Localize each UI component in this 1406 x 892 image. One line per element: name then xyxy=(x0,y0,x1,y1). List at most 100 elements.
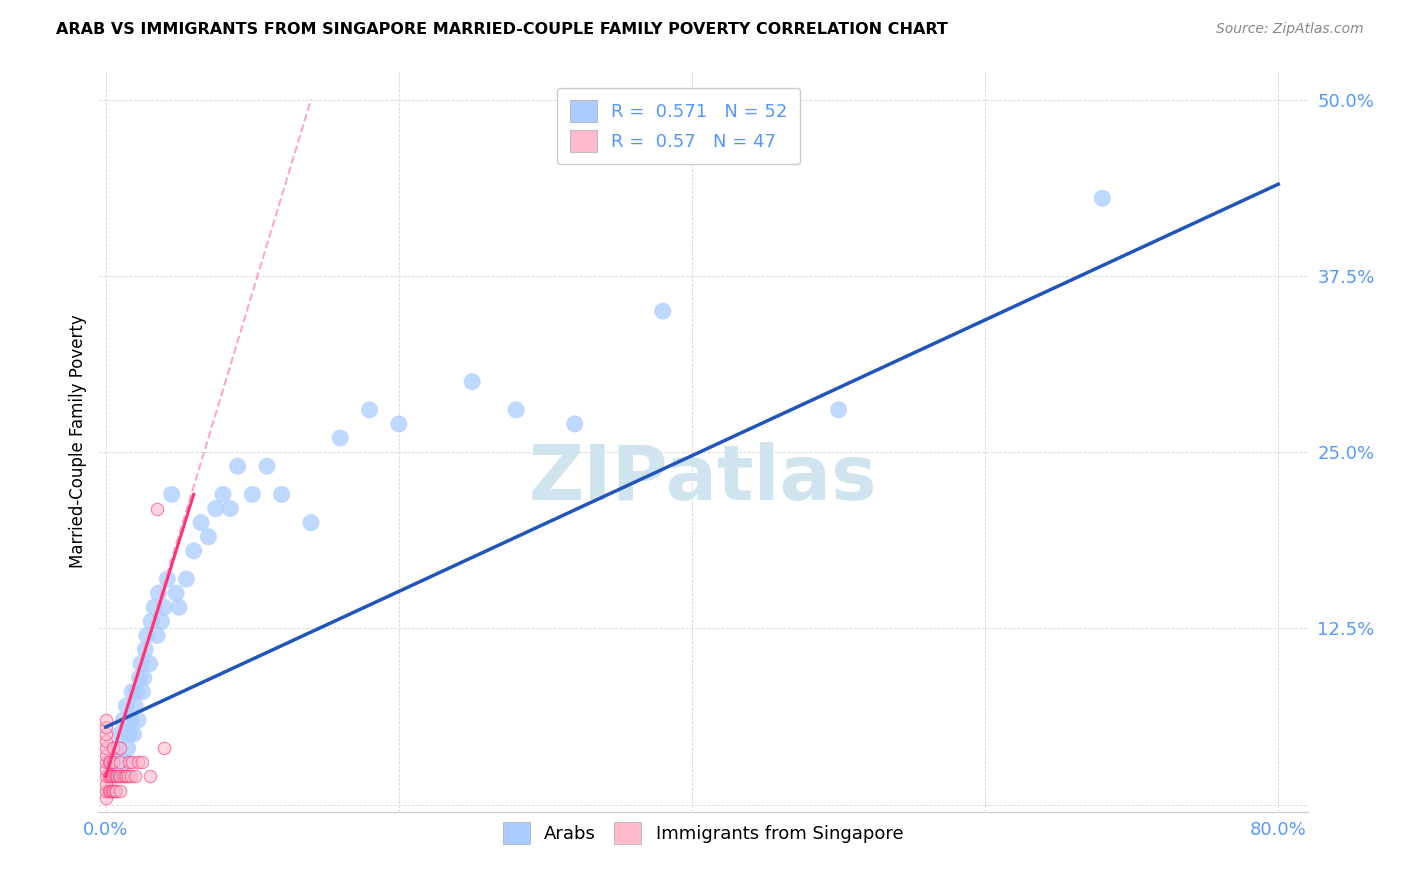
Point xyxy=(97,756,120,770)
Point xyxy=(101,769,124,783)
Point xyxy=(150,615,173,629)
Point xyxy=(197,530,219,544)
Point xyxy=(110,756,132,770)
Point xyxy=(461,375,484,389)
Point xyxy=(118,727,141,741)
Point xyxy=(94,756,117,770)
Point xyxy=(134,642,156,657)
Point xyxy=(329,431,352,445)
Point xyxy=(114,756,136,770)
Point xyxy=(270,487,292,501)
Point xyxy=(105,783,128,797)
Point xyxy=(110,783,132,797)
Point xyxy=(94,769,117,783)
Point xyxy=(120,713,142,727)
Point xyxy=(94,734,117,748)
Point xyxy=(101,756,124,770)
Text: ARAB VS IMMIGRANTS FROM SINGAPORE MARRIED-COUPLE FAMILY POVERTY CORRELATION CHAR: ARAB VS IMMIGRANTS FROM SINGAPORE MARRIE… xyxy=(56,22,948,37)
Point xyxy=(117,741,139,756)
Point xyxy=(132,671,155,685)
Point xyxy=(131,756,153,770)
Point xyxy=(256,459,278,474)
Point xyxy=(94,741,117,756)
Point xyxy=(114,769,136,783)
Point xyxy=(112,713,135,727)
Point xyxy=(124,769,146,783)
Point xyxy=(651,304,673,318)
Point xyxy=(98,783,121,797)
Point xyxy=(101,741,124,756)
Point xyxy=(122,727,145,741)
Point xyxy=(125,685,148,699)
Point xyxy=(129,657,152,671)
Legend: Arabs, Immigrants from Singapore: Arabs, Immigrants from Singapore xyxy=(495,814,911,851)
Point xyxy=(240,487,263,501)
Point xyxy=(153,741,176,756)
Point xyxy=(153,600,176,615)
Point xyxy=(103,769,125,783)
Point xyxy=(827,402,849,417)
Point xyxy=(146,628,169,642)
Point xyxy=(103,783,125,797)
Point xyxy=(110,727,132,741)
Point xyxy=(112,769,135,783)
Point xyxy=(299,516,322,530)
Point xyxy=(146,501,169,516)
Point xyxy=(138,657,160,671)
Point xyxy=(131,685,153,699)
Point xyxy=(165,586,187,600)
Point xyxy=(121,756,143,770)
Point xyxy=(97,769,120,783)
Point xyxy=(127,713,149,727)
Point xyxy=(100,783,122,797)
Point xyxy=(94,783,117,797)
Point xyxy=(108,769,131,783)
Point xyxy=(141,615,163,629)
Point xyxy=(98,756,121,770)
Point xyxy=(212,487,235,501)
Point xyxy=(107,769,129,783)
Point xyxy=(156,572,179,586)
Point xyxy=(226,459,249,474)
Point xyxy=(117,769,139,783)
Point xyxy=(359,402,381,417)
Point xyxy=(94,713,117,727)
Point xyxy=(94,790,117,805)
Point xyxy=(1091,191,1114,205)
Point xyxy=(190,516,212,530)
Point xyxy=(128,671,150,685)
Point xyxy=(505,402,527,417)
Point xyxy=(183,544,205,558)
Point xyxy=(101,756,124,770)
Point xyxy=(204,501,226,516)
Point xyxy=(127,756,149,770)
Point xyxy=(143,600,166,615)
Text: Source: ZipAtlas.com: Source: ZipAtlas.com xyxy=(1216,22,1364,37)
Point xyxy=(160,487,183,501)
Point xyxy=(110,741,132,756)
Point xyxy=(105,769,128,783)
Point xyxy=(115,698,138,713)
Point xyxy=(148,586,170,600)
Point xyxy=(115,769,138,783)
Text: ZIPatlas: ZIPatlas xyxy=(529,442,877,516)
Point xyxy=(94,720,117,734)
Point xyxy=(94,776,117,790)
Point xyxy=(167,600,190,615)
Point xyxy=(118,756,141,770)
Point xyxy=(101,783,124,797)
Point xyxy=(110,769,132,783)
Point xyxy=(124,698,146,713)
Point xyxy=(121,685,143,699)
Point xyxy=(135,628,157,642)
Point xyxy=(98,769,121,783)
Point xyxy=(100,769,122,783)
Point xyxy=(107,741,129,756)
Y-axis label: Married-Couple Family Poverty: Married-Couple Family Poverty xyxy=(69,315,87,568)
Point xyxy=(94,763,117,777)
Point xyxy=(120,769,142,783)
Point xyxy=(94,748,117,763)
Point xyxy=(564,417,586,431)
Point xyxy=(388,417,411,431)
Point xyxy=(97,783,120,797)
